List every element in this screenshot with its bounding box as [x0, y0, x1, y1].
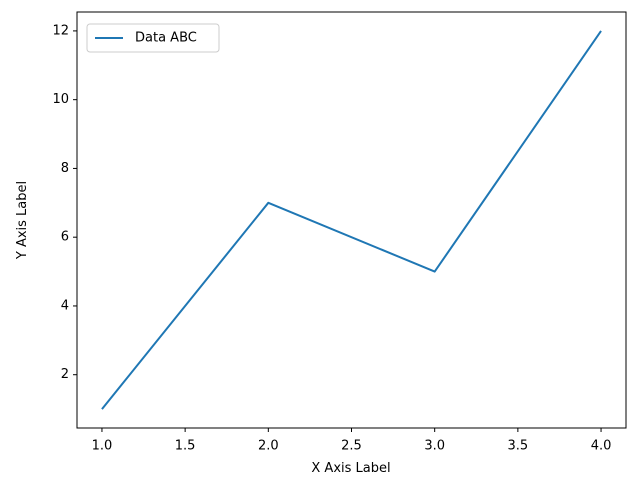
line — [101, 30, 602, 410]
y-tick-label: 8 — [61, 161, 69, 176]
x-tick-label: 3.5 — [508, 439, 529, 454]
x-tick-label: 2.5 — [341, 439, 362, 454]
plot-frame — [76, 11, 627, 429]
y-tick-label: 6 — [61, 230, 69, 245]
x-tick-label: 1.0 — [92, 439, 113, 454]
y-tick-label: 2 — [61, 367, 69, 382]
x-axis-label: X Axis Label — [311, 461, 390, 476]
x-tick-label: 1.5 — [175, 439, 196, 454]
y-axis-label: Y Axis Label — [15, 181, 30, 260]
y-tick-label: 12 — [52, 23, 69, 38]
x-tick-label: 4.0 — [591, 439, 612, 454]
x-tick-label: 2.0 — [258, 439, 279, 454]
legend-box — [86, 23, 220, 53]
y-tick-label: 10 — [52, 92, 69, 107]
x-tick-label: 3.0 — [424, 439, 445, 454]
legend-label: Data ABC — [135, 31, 197, 46]
y-tick-label: 4 — [61, 298, 69, 313]
